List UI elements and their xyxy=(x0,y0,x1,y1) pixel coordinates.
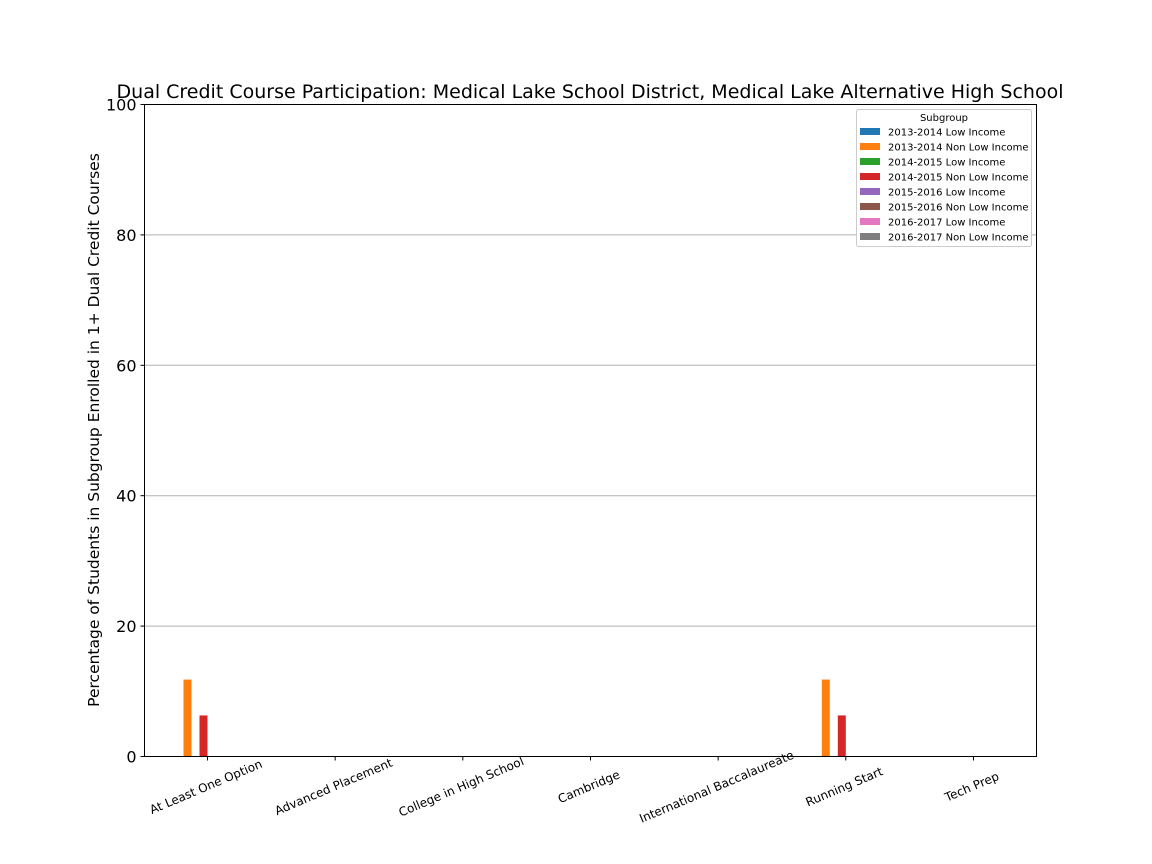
chart-title: Dual Credit Course Participation: Medica… xyxy=(117,81,1064,103)
y-axis-label: Percentage of Students in Subgroup Enrol… xyxy=(85,153,103,707)
x-tick-label: Running Start xyxy=(804,764,885,809)
bar xyxy=(821,679,830,757)
legend-label: 2013-2014 Low Income xyxy=(888,128,1005,139)
y-tick-label: 0 xyxy=(126,748,136,767)
x-tick-label: International Baccalaureate xyxy=(637,748,796,826)
y-tick-label: 20 xyxy=(116,617,136,636)
legend-label: 2013-2014 Non Low Income xyxy=(888,143,1028,154)
legend-label: 2015-2016 Low Income xyxy=(888,188,1005,199)
legend-swatch xyxy=(860,128,880,135)
legend-items: 2013-2014 Low Income 2013-2014 Non Low In… xyxy=(860,128,1028,244)
bar xyxy=(183,679,192,757)
bar xyxy=(837,715,846,757)
legend-title: Subgroup xyxy=(920,113,968,124)
legend-swatch xyxy=(860,158,880,165)
legend-label: 2014-2015 Low Income xyxy=(888,158,1005,169)
x-axis: At Least One Option Advanced Placement Col… xyxy=(148,748,1001,826)
bar xyxy=(199,715,208,757)
legend-swatch xyxy=(860,218,880,225)
legend-swatch xyxy=(860,188,880,195)
x-tick-label: At Least One Option xyxy=(148,757,265,817)
legend-label: 2014-2015 Non Low Income xyxy=(888,173,1028,184)
legend: Subgroup 2013-2014 Low Income 2013-2014 N… xyxy=(856,109,1032,247)
y-tick-label: 40 xyxy=(116,487,136,506)
x-tick-label: Cambridge xyxy=(556,767,622,806)
y-axis: 0 20 40 60 80 100 xyxy=(106,96,145,767)
legend-label: 2015-2016 Non Low Income xyxy=(888,203,1028,214)
y-tick-label: 60 xyxy=(116,356,136,375)
gridlines xyxy=(144,234,1037,627)
x-tick-label: Advanced Placement xyxy=(273,756,395,818)
y-tick-label: 80 xyxy=(116,226,136,245)
bars xyxy=(183,679,846,757)
legend-swatch xyxy=(860,203,880,210)
legend-label: 2016-2017 Non Low Income xyxy=(888,233,1028,244)
legend-swatch xyxy=(860,173,880,180)
legend-swatch xyxy=(860,143,880,150)
x-tick-label: Tech Prep xyxy=(942,769,1001,805)
legend-label: 2016-2017 Low Income xyxy=(888,218,1005,229)
x-tick-label: College in High School xyxy=(397,754,526,819)
legend-frame xyxy=(856,109,1032,247)
y-tick-label: 100 xyxy=(106,96,137,115)
legend-swatch xyxy=(860,233,880,240)
